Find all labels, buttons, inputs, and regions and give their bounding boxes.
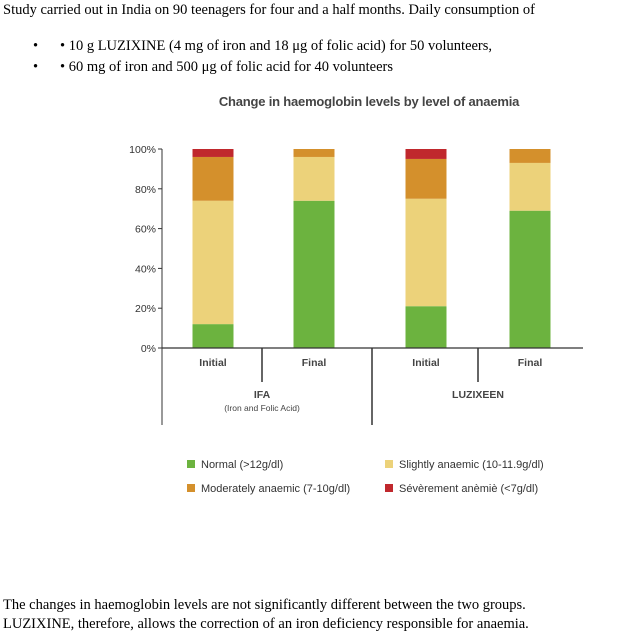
bullet-list: • • 10 g LUZIXINE (4 mg of iron and 18 μ…	[0, 36, 492, 78]
bullet-text: • 60 mg of iron and 500 μg of folic acid…	[60, 59, 393, 75]
bar-segment	[293, 156, 335, 201]
footer-line: The changes in haemoglobin levels are no…	[3, 597, 526, 613]
x-tick-label: Final	[302, 357, 327, 369]
bar-segment	[192, 200, 234, 325]
y-tick-label: 0%	[141, 343, 156, 355]
bar-segment	[192, 324, 234, 348]
bar-segment	[293, 200, 335, 348]
legend-item-slightly-anaemic: Slightly anaemic (10-11.9g/dl)	[385, 459, 544, 471]
bar-segment	[192, 156, 234, 201]
bar-segment	[509, 210, 551, 348]
legend-item-moderately-anaemic: Moderately anaemic (7-10g/dl)	[187, 483, 350, 495]
legend-label-moderately-anaemic: Moderately anaemic (7-10g/dl)	[201, 483, 351, 495]
legend-swatch-severely-anaemic	[385, 484, 393, 492]
legend-label-normal: Normal (>12g/dl)	[201, 459, 284, 471]
y-tick-label: 100%	[129, 144, 156, 156]
y-tick-label: 40%	[135, 263, 156, 275]
bar-segment	[405, 158, 447, 199]
legend-label-severely-anaemic: Sévèrement anèmiè (<7g/dl)	[399, 483, 539, 495]
group-label: IFA	[254, 389, 271, 401]
footer-text: The changes in haemoglobin levels are no…	[3, 596, 529, 634]
x-tick-label: Initial	[412, 357, 440, 369]
legend-swatch-moderately-anaemic	[187, 484, 195, 492]
footer-line: LUZIXINE, therefore, allows the correcti…	[3, 616, 529, 632]
bar-segment	[405, 198, 447, 307]
bullet-marker: •	[33, 59, 39, 75]
list-item: • • 10 g LUZIXINE (4 mg of iron and 18 μ…	[0, 36, 492, 57]
group-sublabel: (Iron and Folic Acid)	[224, 403, 300, 413]
group-label: LUZIXEEN	[452, 389, 504, 401]
legend-label-slightly-anaemic: Slightly anaemic (10-11.9g/dl)	[399, 459, 544, 471]
y-tick-label: 20%	[135, 303, 156, 315]
chart-title: Change in haemoglobin levels by level of…	[218, 94, 520, 109]
legend-item-normal: Normal (>12g/dl)	[187, 459, 283, 471]
legend-swatch-slightly-anaemic	[385, 460, 393, 468]
bullet-marker: •	[33, 38, 39, 54]
intro-text: Study carried out in India on 90 teenage…	[3, 2, 535, 18]
bar-segment	[509, 162, 551, 211]
bullet-text: • 10 g LUZIXINE (4 mg of iron and 18 μg …	[60, 38, 493, 54]
bar-segment	[293, 149, 335, 157]
bar-segment	[192, 149, 234, 157]
bar-segment	[509, 149, 551, 163]
list-item: • • 60 mg of iron and 500 μg of folic ac…	[0, 57, 492, 78]
legend-swatch-normal	[187, 460, 195, 468]
bar-segment	[405, 149, 447, 159]
stacked-bar-chart: 0% 20% 40% 60% 80% 100% Initial Final Initial Fin…	[129, 144, 583, 425]
x-tick-label: Initial	[199, 357, 227, 369]
bar-segment	[405, 306, 447, 348]
y-tick-label: 80%	[135, 184, 156, 196]
x-tick-label: Final	[518, 357, 543, 369]
legend-item-severely-anaemic: Sévèrement anèmiè (<7g/dl)	[385, 483, 538, 495]
y-tick-label: 60%	[135, 224, 156, 236]
